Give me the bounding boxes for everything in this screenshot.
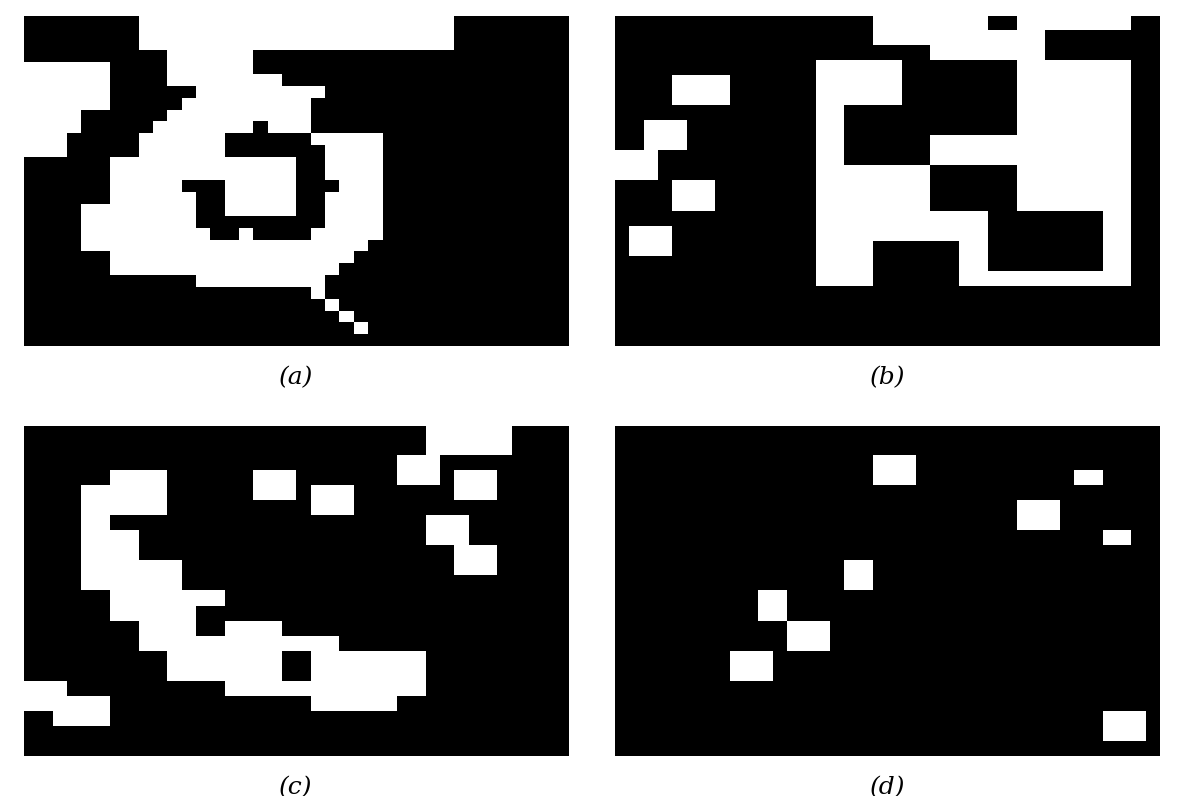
Text: (a): (a) bbox=[278, 366, 313, 389]
Text: (d): (d) bbox=[870, 776, 905, 796]
Text: (c): (c) bbox=[279, 776, 312, 796]
Text: (b): (b) bbox=[870, 366, 905, 389]
